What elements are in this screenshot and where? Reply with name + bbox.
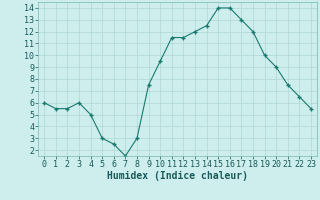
X-axis label: Humidex (Indice chaleur): Humidex (Indice chaleur) — [107, 171, 248, 181]
